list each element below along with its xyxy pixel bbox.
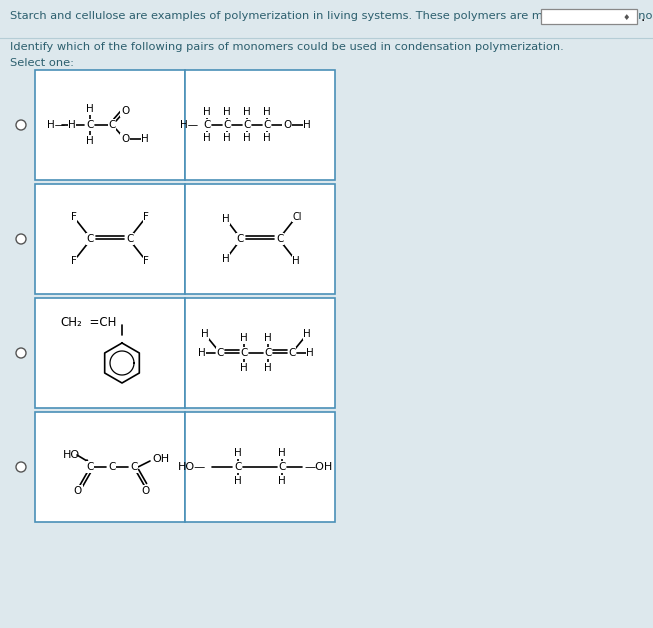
Text: C: C [234, 462, 242, 472]
Circle shape [16, 234, 26, 244]
Text: OH: OH [152, 454, 169, 464]
Text: C: C [289, 348, 296, 358]
Text: H: H [222, 254, 230, 264]
Text: H: H [223, 133, 231, 143]
Text: C: C [263, 120, 271, 130]
Text: H: H [240, 363, 248, 373]
Text: H: H [243, 107, 251, 117]
Circle shape [16, 120, 26, 130]
Text: H: H [303, 120, 311, 130]
Text: C: C [86, 234, 93, 244]
Bar [185, 184, 335, 294]
Text: Starch and cellulose are examples of polymerization in living systems. These pol: Starch and cellulose are examples of pol… [10, 11, 653, 21]
Text: H: H [222, 214, 230, 224]
Text: C: C [86, 462, 93, 472]
Text: F: F [71, 256, 77, 266]
Text: H—: H— [180, 120, 198, 130]
Text: F: F [71, 212, 77, 222]
Text: H: H [86, 104, 94, 114]
Text: C: C [240, 348, 247, 358]
Bar [35, 70, 185, 180]
Text: H: H [263, 133, 271, 143]
Text: H: H [264, 333, 272, 343]
Text: H: H [303, 329, 311, 339]
Bar [185, 298, 335, 408]
Text: C: C [108, 120, 116, 130]
Text: =CH: =CH [82, 317, 116, 330]
Text: C: C [223, 120, 231, 130]
Text: O: O [283, 120, 291, 130]
Text: C: C [108, 462, 116, 472]
Circle shape [16, 462, 26, 472]
Text: ♦: ♦ [622, 13, 629, 21]
Text: C: C [276, 234, 283, 244]
Text: C: C [86, 120, 93, 130]
Text: H: H [141, 134, 149, 144]
Text: H: H [223, 107, 231, 117]
Text: O: O [74, 486, 82, 496]
Bar [35, 298, 185, 408]
Text: CH₂: CH₂ [60, 317, 82, 330]
Text: H: H [278, 448, 286, 458]
Text: —OH: —OH [304, 462, 332, 472]
Text: H: H [264, 363, 272, 373]
Text: C: C [244, 120, 251, 130]
Bar [35, 184, 185, 294]
Text: C: C [126, 234, 134, 244]
Text: H: H [278, 476, 286, 486]
Text: Select one:: Select one: [10, 58, 74, 68]
Text: C: C [264, 348, 272, 358]
Text: H: H [263, 107, 271, 117]
Text: C: C [216, 348, 224, 358]
Text: .: . [640, 10, 645, 24]
Text: Cl: Cl [293, 212, 302, 222]
Text: H: H [203, 107, 211, 117]
Text: C: C [131, 462, 138, 472]
Text: H: H [292, 256, 300, 266]
Text: O: O [121, 106, 129, 116]
Bar [35, 412, 185, 522]
Text: H: H [201, 329, 209, 339]
Text: H: H [306, 348, 314, 358]
Text: C: C [236, 234, 244, 244]
Text: H: H [203, 133, 211, 143]
Text: H: H [240, 333, 248, 343]
Text: F: F [143, 212, 149, 222]
Text: C: C [203, 120, 211, 130]
Text: H: H [243, 133, 251, 143]
Text: H—: H— [47, 120, 65, 130]
Bar [185, 70, 335, 180]
Text: H: H [198, 348, 206, 358]
Text: F: F [143, 256, 149, 266]
Text: H: H [68, 120, 76, 130]
Text: H: H [234, 448, 242, 458]
Bar [541, 9, 637, 24]
Text: O: O [142, 486, 150, 496]
Bar [185, 412, 335, 522]
Circle shape [16, 348, 26, 358]
Text: H: H [86, 136, 94, 146]
Text: C: C [278, 462, 286, 472]
Text: HO: HO [63, 450, 80, 460]
Text: HO—: HO— [178, 462, 206, 472]
Text: H: H [234, 476, 242, 486]
Text: O: O [121, 134, 129, 144]
Text: Identify which of the following pairs of monomers could be used in condensation : Identify which of the following pairs of… [10, 42, 564, 52]
